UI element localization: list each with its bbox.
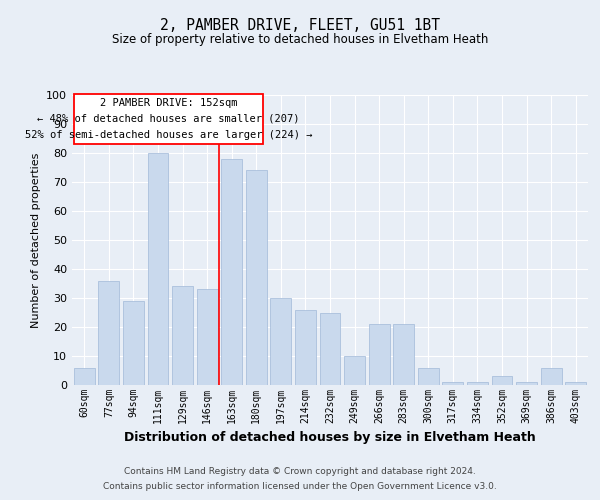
FancyBboxPatch shape (74, 94, 263, 144)
Y-axis label: Number of detached properties: Number of detached properties (31, 152, 41, 328)
Bar (148, 153, 169, 385)
X-axis label: Distribution of detached houses by size in Elvetham Heath: Distribution of detached houses by size … (124, 432, 536, 444)
Text: Contains public sector information licensed under the Open Government Licence v3: Contains public sector information licen… (103, 482, 497, 491)
Bar (197, 290, 218, 385)
Bar (221, 159, 242, 385)
Text: Size of property relative to detached houses in Elvetham Heath: Size of property relative to detached ho… (112, 32, 488, 46)
Bar (320, 312, 340, 385)
Bar (442, 382, 463, 385)
Text: Contains HM Land Registry data © Crown copyright and database right 2024.: Contains HM Land Registry data © Crown c… (124, 467, 476, 476)
Bar (295, 310, 316, 385)
Bar (467, 382, 488, 385)
Bar (541, 368, 562, 385)
Bar (123, 301, 144, 385)
Bar (246, 170, 267, 385)
Bar (344, 356, 365, 385)
Text: 2 PAMBER DRIVE: 152sqm: 2 PAMBER DRIVE: 152sqm (100, 98, 238, 108)
Bar (98, 280, 119, 385)
Bar (74, 368, 95, 385)
Text: 52% of semi-detached houses are larger (224) →: 52% of semi-detached houses are larger (… (25, 130, 313, 140)
Bar (491, 376, 512, 385)
Text: ← 48% of detached houses are smaller (207): ← 48% of detached houses are smaller (20… (37, 114, 300, 124)
Bar (172, 286, 193, 385)
Text: 2, PAMBER DRIVE, FLEET, GU51 1BT: 2, PAMBER DRIVE, FLEET, GU51 1BT (160, 18, 440, 32)
Bar (516, 382, 537, 385)
Bar (393, 324, 414, 385)
Bar (565, 382, 586, 385)
Bar (368, 324, 389, 385)
Bar (271, 298, 292, 385)
Bar (418, 368, 439, 385)
